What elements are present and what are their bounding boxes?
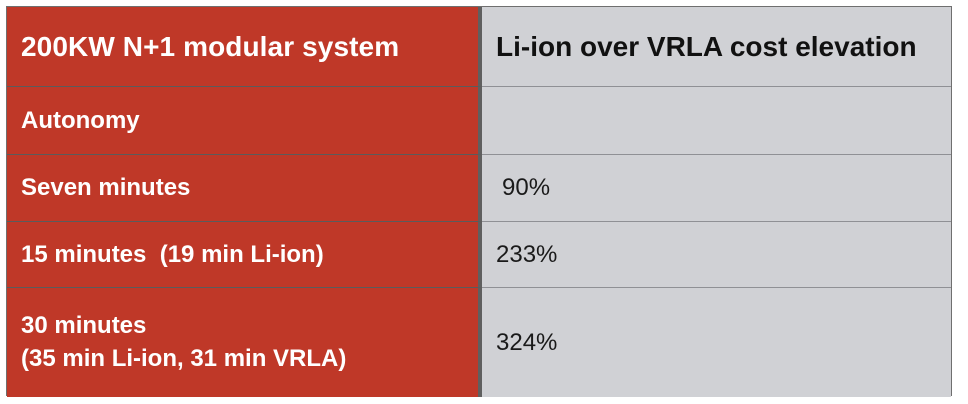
header-system-label: 200KW N+1 modular system	[21, 30, 400, 62]
row-15-minutes-value: 233%	[496, 240, 558, 268]
row-15-minutes-label-cell: 15 minutes (19 min Li-ion)	[7, 222, 482, 288]
header-cost-cell: Li-ion over VRLA cost elevation	[482, 7, 951, 87]
cost-comparison-table: 200KW N+1 modular system Li-ion over VRL…	[6, 6, 952, 397]
row-30-minutes-label-line2: (35 min Li-ion, 31 min VRLA)	[21, 344, 347, 372]
header-system-cell: 200KW N+1 modular system	[7, 7, 482, 87]
row-seven-minutes-label: Seven minutes	[21, 174, 191, 201]
row-seven-minutes-label-cell: Seven minutes	[7, 155, 482, 222]
row-30-minutes-value-cell: 324%	[482, 288, 951, 397]
header-cost-label: Li-ion over VRLA cost elevation	[496, 30, 917, 62]
row-seven-minutes-value: 90%	[502, 174, 551, 201]
row-30-minutes-label-cell: 30 minutes (35 min Li-ion, 31 min VRLA)	[7, 288, 482, 397]
row-30-minutes-label-stack: 30 minutes (35 min Li-ion, 31 min VRLA)	[21, 310, 346, 375]
row-15-minutes-value-cell: 233%	[482, 222, 951, 288]
row-seven-minutes-value-cell: 90%	[482, 155, 951, 222]
row-autonomy-label-cell: Autonomy	[7, 87, 482, 155]
row-15-minutes-label: 15 minutes (19 min Li-ion)	[21, 240, 324, 268]
row-autonomy-value-cell	[482, 87, 951, 155]
row-30-minutes-value: 324%	[496, 328, 558, 356]
row-autonomy-label: Autonomy	[21, 106, 140, 134]
row-30-minutes-label-line1: 30 minutes	[21, 312, 147, 340]
